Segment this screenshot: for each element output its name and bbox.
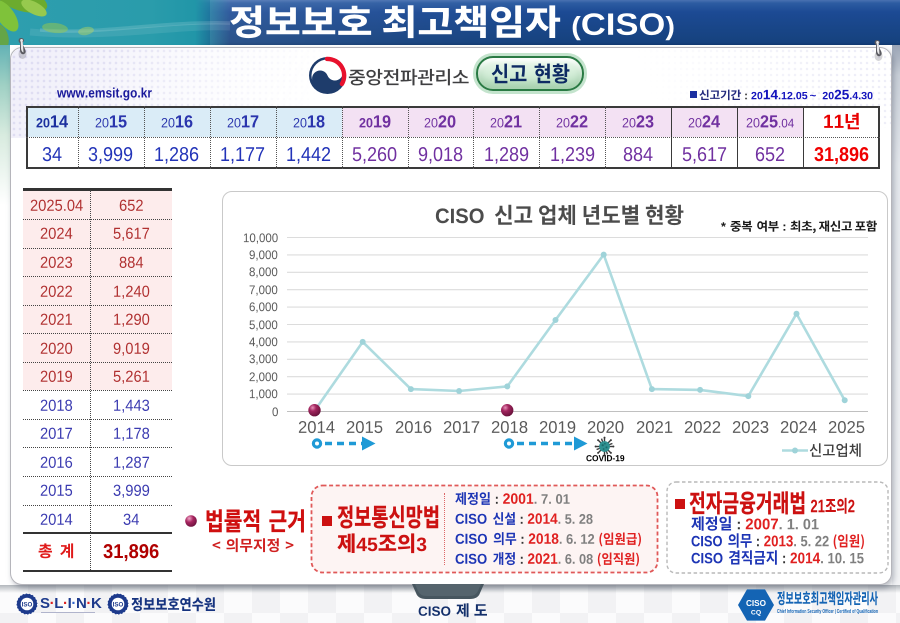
svg-text:ISO: ISO xyxy=(22,601,33,608)
svg-text:CQ: CQ xyxy=(751,610,761,617)
svg-text:Chief Information Security Off: Chief Information Security Officer | Cer… xyxy=(777,609,878,615)
svg-text:ISO: ISO xyxy=(113,601,124,608)
svg-text:CISO: CISO xyxy=(746,599,767,608)
